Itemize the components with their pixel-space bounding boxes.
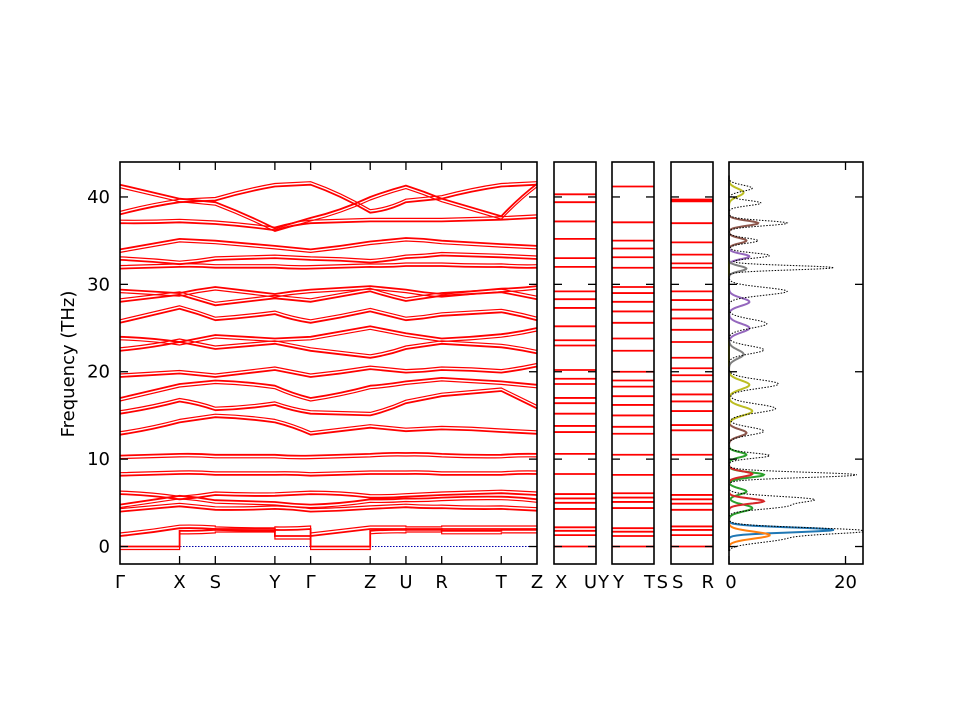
k-point-label: Γ — [306, 572, 316, 593]
band-line-partner — [119, 288, 538, 298]
band-line — [119, 265, 538, 270]
y-tick-label: 20 — [87, 362, 110, 383]
flat-band-lines — [671, 198, 713, 548]
band-panel-frame — [119, 161, 538, 565]
k-point-label: R — [701, 572, 714, 593]
band-line-partner — [119, 214, 538, 228]
band-line — [119, 416, 538, 436]
k-point-label: T — [643, 572, 656, 593]
band-line — [119, 183, 538, 230]
band-line-partner — [119, 186, 538, 233]
band-line — [119, 217, 538, 232]
k-point-label: Y — [268, 572, 281, 593]
band-line — [119, 376, 538, 399]
segment-panel-frame — [553, 161, 597, 565]
band-line — [119, 237, 538, 251]
k-point-label: X — [173, 572, 185, 593]
band-line-partner — [119, 524, 537, 534]
k-point-label: Z — [531, 572, 543, 593]
band-line — [119, 325, 538, 343]
band-line-partner — [119, 502, 538, 510]
band-line-partner — [119, 181, 538, 212]
band-line-partner — [119, 498, 538, 509]
band-line-partner — [119, 338, 538, 356]
y-tick-label: 30 — [87, 274, 110, 295]
band-line — [119, 472, 538, 477]
k-point-label: U — [584, 572, 597, 593]
band-line — [119, 254, 538, 266]
band-line — [119, 492, 538, 501]
band-line — [119, 390, 538, 417]
flat-band-lines — [612, 185, 654, 548]
band-line-partner — [119, 240, 538, 254]
k-point-label: X — [555, 572, 567, 593]
band-line — [119, 527, 537, 538]
band-line-partner — [119, 305, 538, 321]
y-axis-label: Frequency (THz) — [58, 291, 79, 438]
k-point-label: Y — [597, 572, 610, 593]
band-line — [119, 341, 538, 359]
k-point-label: S — [672, 572, 683, 593]
band-line-partner — [119, 380, 538, 402]
band-lines — [119, 181, 538, 551]
band-line — [120, 528, 537, 548]
segment-panel-frame — [670, 161, 714, 565]
k-point-label: R — [435, 572, 448, 593]
band-line-partner — [119, 470, 538, 474]
band-line — [119, 505, 538, 513]
y-tick-label: 0 — [99, 537, 110, 558]
band-line-partner — [119, 362, 538, 375]
k-point-label: S — [210, 572, 221, 593]
band-line-partner — [120, 531, 537, 551]
band-line-partner — [119, 455, 538, 460]
y-tick-label: 10 — [87, 449, 110, 470]
y-tick-label: 40 — [87, 187, 110, 208]
k-point-label: S — [657, 572, 668, 593]
k-point-label: Y — [612, 572, 625, 593]
flat-band-lines — [554, 193, 596, 548]
band-line — [119, 452, 538, 457]
k-point-label: T — [495, 572, 508, 593]
band-line-partner — [119, 489, 538, 497]
band-line-partner — [119, 413, 538, 433]
band-line-partner — [119, 251, 538, 262]
dos-panel-frame — [728, 161, 864, 565]
band-line-partner — [119, 387, 538, 414]
band-line-partner — [119, 328, 538, 346]
k-point-label: U — [399, 572, 412, 593]
band-line-partner — [119, 262, 538, 267]
dos-x-tick-label: 20 — [834, 572, 857, 593]
band-line — [119, 365, 538, 378]
band-line — [119, 285, 538, 295]
k-point-label: Z — [364, 572, 376, 593]
band-line — [119, 307, 538, 324]
k-point-label: Γ — [115, 572, 125, 593]
dos-x-tick-label: 0 — [725, 572, 736, 593]
segment-panel-frame — [611, 161, 655, 565]
